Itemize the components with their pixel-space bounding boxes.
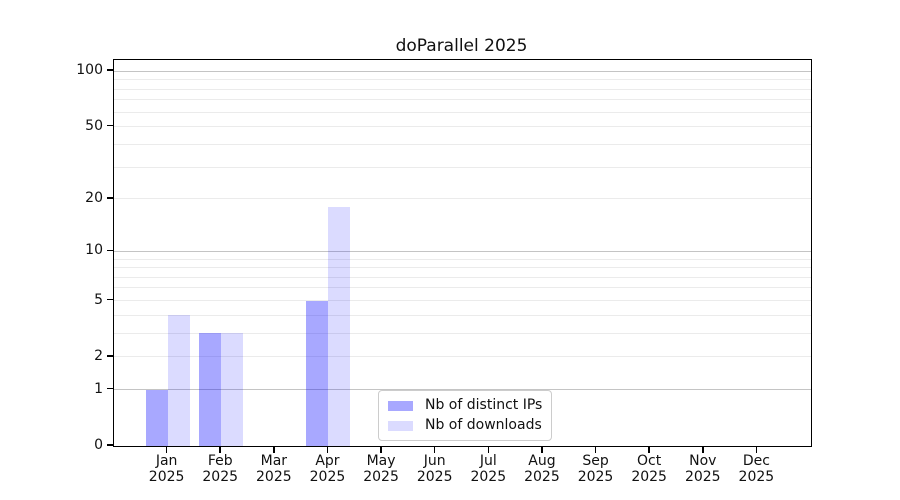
x-tick-label-jun: Jun 2025 <box>416 453 453 485</box>
x-tick-label-may: May 2025 <box>363 453 399 485</box>
gridline-5 <box>114 300 811 301</box>
x-tick-mark-jan <box>165 446 168 453</box>
y-tick-mark-0 <box>106 444 113 446</box>
bar-jan-distinct-ips <box>145 389 168 446</box>
y-tick-label-20: 20 <box>85 189 103 206</box>
legend: Nb of distinct IPs Nb of downloads <box>378 390 553 441</box>
x-tick-mark-sep <box>594 446 597 453</box>
y-tick-mark-5 <box>106 298 113 301</box>
gridline-100 <box>114 70 811 72</box>
legend-label-distinct-ips: Nb of distinct IPs <box>425 397 543 413</box>
gridline-6 <box>114 287 811 289</box>
gridline-50 <box>114 126 811 128</box>
x-tick-mark-jun <box>433 446 436 453</box>
y-tick-label-1: 1 <box>94 380 103 397</box>
gridline-90 <box>114 79 811 81</box>
gridline-80 <box>114 88 811 90</box>
x-tick-mark-jul <box>487 446 490 453</box>
bar-feb-downloads <box>221 333 244 446</box>
x-tick-label-sep: Sep 2025 <box>577 453 614 485</box>
x-tick-label-nov: Nov 2025 <box>684 453 721 485</box>
plot-area <box>113 59 812 447</box>
x-tick-mark-oct <box>648 446 650 453</box>
x-tick-mark-apr <box>326 446 329 453</box>
x-tick-label-feb: Feb 2025 <box>202 453 239 485</box>
gridline-8 <box>114 267 811 269</box>
y-tick-label-2: 2 <box>94 347 103 364</box>
y-tick-label-10: 10 <box>85 242 103 259</box>
y-tick-mark-1 <box>106 387 113 390</box>
gridline-1 <box>114 389 811 391</box>
gridline-9 <box>114 258 811 260</box>
y-tick-mark-2 <box>106 355 113 357</box>
gridline-2 <box>114 356 811 358</box>
y-tick-mark-50 <box>106 124 113 127</box>
x-tick-label-jul: Jul 2025 <box>470 453 507 485</box>
x-tick-label-apr: Apr 2025 <box>309 453 346 485</box>
x-tick-label-dec: Dec 2025 <box>738 453 775 485</box>
x-tick-label-aug: Aug 2025 <box>524 453 560 485</box>
x-tick-label-jan: Jan 2025 <box>148 453 185 485</box>
x-tick-label-mar: Mar 2025 <box>256 453 292 485</box>
x-tick-label-oct: Oct 2025 <box>631 453 667 485</box>
x-tick-mark-may <box>380 446 382 453</box>
gridline-60 <box>114 111 811 113</box>
legend-item-downloads: Nb of downloads <box>388 417 542 434</box>
y-tick-mark-20 <box>106 197 113 199</box>
x-tick-mark-mar <box>273 446 275 453</box>
y-tick-label-100: 100 <box>76 62 103 79</box>
gridline-4 <box>114 314 811 316</box>
legend-label-downloads: Nb of downloads <box>425 417 542 433</box>
gridline-30 <box>114 166 811 168</box>
x-tick-mark-feb <box>219 446 221 453</box>
x-tick-mark-aug <box>541 446 543 453</box>
y-tick-mark-10 <box>106 249 113 252</box>
legend-swatch-downloads-icon <box>388 420 413 431</box>
gridline-20 <box>114 198 811 200</box>
gridline-70 <box>114 99 811 101</box>
bar-jan-downloads <box>167 315 190 446</box>
chart-title: doParallel 2025 <box>395 36 528 56</box>
gridline-40 <box>114 143 811 145</box>
x-tick-mark-dec <box>755 446 758 453</box>
bar-feb-distinct-ips <box>199 333 222 446</box>
legend-swatch-distinct-ips-icon <box>388 400 413 411</box>
y-tick-mark-100 <box>106 69 113 71</box>
bar-apr-downloads <box>328 206 351 446</box>
legend-item-distinct-ips: Nb of distinct IPs <box>388 397 542 414</box>
gridline-10 <box>114 250 811 252</box>
gridline-7 <box>114 276 811 278</box>
y-tick-label-5: 5 <box>94 291 103 308</box>
y-tick-label-0: 0 <box>94 437 103 453</box>
y-tick-label-50: 50 <box>85 117 103 134</box>
bar-apr-distinct-ips <box>306 300 329 446</box>
x-tick-mark-nov <box>702 446 704 453</box>
gridline-3 <box>114 332 811 334</box>
